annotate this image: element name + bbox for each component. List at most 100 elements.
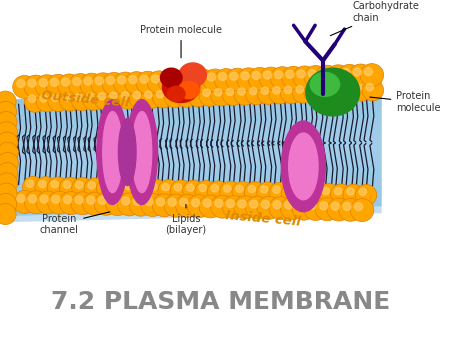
Circle shape xyxy=(286,70,294,78)
Circle shape xyxy=(343,202,351,211)
Circle shape xyxy=(339,80,360,102)
Circle shape xyxy=(180,198,188,207)
Circle shape xyxy=(144,91,152,98)
Circle shape xyxy=(207,73,216,81)
Text: Protein
channel: Protein channel xyxy=(39,212,110,235)
Circle shape xyxy=(168,198,176,206)
Polygon shape xyxy=(10,118,382,143)
Circle shape xyxy=(195,180,216,201)
Circle shape xyxy=(331,202,339,210)
Circle shape xyxy=(349,64,373,87)
Circle shape xyxy=(110,197,118,205)
Circle shape xyxy=(269,83,291,104)
Circle shape xyxy=(186,184,194,191)
Circle shape xyxy=(308,86,315,93)
Circle shape xyxy=(84,178,106,199)
Circle shape xyxy=(320,69,328,77)
Circle shape xyxy=(141,194,164,216)
Circle shape xyxy=(51,94,59,101)
Circle shape xyxy=(284,86,292,94)
Ellipse shape xyxy=(289,133,318,200)
Circle shape xyxy=(40,195,48,203)
Circle shape xyxy=(354,84,362,91)
Ellipse shape xyxy=(306,68,360,116)
Circle shape xyxy=(125,72,148,95)
Circle shape xyxy=(320,202,328,210)
Text: Lipids
(bilayer): Lipids (bilayer) xyxy=(165,204,207,235)
Circle shape xyxy=(224,185,231,192)
Polygon shape xyxy=(0,100,10,216)
Circle shape xyxy=(308,201,316,210)
Circle shape xyxy=(327,198,351,221)
Circle shape xyxy=(164,87,186,107)
Circle shape xyxy=(215,69,238,92)
Circle shape xyxy=(63,94,71,101)
Circle shape xyxy=(188,86,209,107)
Polygon shape xyxy=(10,159,382,179)
Polygon shape xyxy=(10,200,382,216)
Circle shape xyxy=(183,180,204,201)
Circle shape xyxy=(137,183,145,190)
Circle shape xyxy=(219,73,227,81)
Circle shape xyxy=(270,67,294,90)
Circle shape xyxy=(24,91,46,112)
Circle shape xyxy=(257,83,279,104)
Text: Outside cell: Outside cell xyxy=(41,89,130,109)
Circle shape xyxy=(117,193,141,216)
Circle shape xyxy=(59,90,81,111)
Circle shape xyxy=(273,201,281,209)
Circle shape xyxy=(106,193,129,216)
Circle shape xyxy=(211,185,219,192)
Circle shape xyxy=(153,87,174,108)
Circle shape xyxy=(141,87,162,108)
Ellipse shape xyxy=(178,81,200,99)
Circle shape xyxy=(191,90,199,97)
Polygon shape xyxy=(10,179,382,198)
Circle shape xyxy=(181,70,204,93)
Circle shape xyxy=(322,187,329,195)
Polygon shape xyxy=(10,105,382,130)
Circle shape xyxy=(73,78,81,86)
Text: Carbohydrate
chain: Carbohydrate chain xyxy=(330,1,419,35)
Circle shape xyxy=(58,74,81,97)
Ellipse shape xyxy=(162,72,200,102)
Circle shape xyxy=(122,197,130,205)
Circle shape xyxy=(118,76,126,84)
Circle shape xyxy=(234,84,256,105)
Circle shape xyxy=(222,196,246,218)
Circle shape xyxy=(225,68,249,91)
Circle shape xyxy=(13,75,36,98)
Circle shape xyxy=(232,182,253,202)
Circle shape xyxy=(269,197,292,220)
Circle shape xyxy=(0,142,18,163)
Circle shape xyxy=(252,71,261,79)
Text: 7.2 PLASMA MEMBRANE: 7.2 PLASMA MEMBRANE xyxy=(50,290,390,314)
Polygon shape xyxy=(10,145,382,167)
Circle shape xyxy=(346,188,354,195)
Circle shape xyxy=(220,181,241,202)
Circle shape xyxy=(0,101,17,122)
Circle shape xyxy=(310,187,317,194)
Circle shape xyxy=(334,188,342,195)
Circle shape xyxy=(297,187,305,194)
Circle shape xyxy=(121,179,143,200)
Circle shape xyxy=(76,181,83,189)
Circle shape xyxy=(342,68,350,76)
Circle shape xyxy=(297,70,305,78)
Circle shape xyxy=(226,88,234,96)
Circle shape xyxy=(281,82,302,103)
Circle shape xyxy=(215,89,222,96)
Circle shape xyxy=(63,196,72,203)
Circle shape xyxy=(261,186,268,193)
Circle shape xyxy=(351,199,374,222)
Circle shape xyxy=(296,201,305,209)
Circle shape xyxy=(164,194,188,217)
Circle shape xyxy=(146,179,167,200)
Circle shape xyxy=(203,199,212,207)
Circle shape xyxy=(304,197,327,220)
Circle shape xyxy=(174,184,182,191)
Ellipse shape xyxy=(132,112,152,193)
Circle shape xyxy=(230,72,238,80)
Circle shape xyxy=(203,69,227,92)
Circle shape xyxy=(147,71,171,94)
